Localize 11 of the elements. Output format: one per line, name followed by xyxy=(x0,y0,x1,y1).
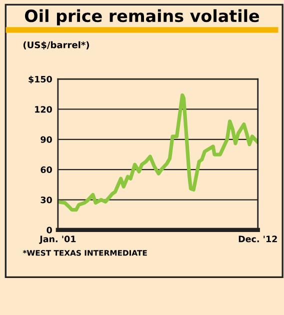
y-tick-label: $150 xyxy=(28,76,52,84)
y-tick-label: 60 xyxy=(40,166,52,174)
y-tick-label: 120 xyxy=(35,106,52,113)
y-tick-label: 0 xyxy=(46,226,52,234)
y-axis-title: (US$/barrel*) xyxy=(23,41,90,50)
y-tick-label: 90 xyxy=(40,136,52,143)
chart-title: Oil price remains volatile xyxy=(25,9,260,26)
x-tick-label: Dec. '12 xyxy=(238,236,277,242)
y-tick-label: 30 xyxy=(40,196,52,204)
x-tick-label: Jan. '01 xyxy=(39,236,76,244)
line-series xyxy=(58,93,258,212)
